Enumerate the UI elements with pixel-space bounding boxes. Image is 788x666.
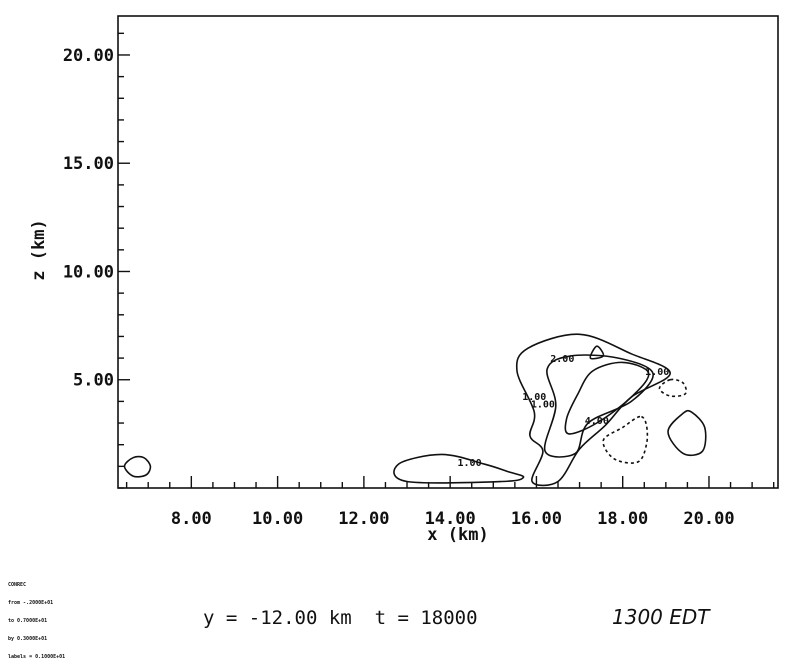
contour-label: 1.00 [522, 392, 546, 403]
legend-line: from -.2000E+01 [8, 600, 54, 606]
y-tick-label: 10.00 [63, 262, 114, 282]
legend-line: labels = 0.1000E+01 [8, 654, 66, 660]
x-tick-label: 10.00 [252, 509, 303, 529]
contour-labels: 1.002.001.001.004.001.00 [458, 354, 670, 469]
contour-label: 4.00 [585, 416, 609, 427]
y-axis-label: z (km) [29, 219, 49, 280]
x-tick-label: 8.00 [171, 509, 212, 529]
plot-caption: y = -12.00 km t = 18000 [203, 607, 478, 629]
y-axis-ticks: 5.00 10.00 15.00 20.00 [63, 32, 130, 489]
contour-line [589, 345, 605, 360]
negative-contour-line [658, 378, 687, 398]
x-tick-label: 16.00 [511, 509, 562, 529]
contour-line [543, 354, 654, 458]
time-annotation: 1300 EDT [612, 605, 711, 629]
contour-line [393, 453, 525, 484]
y-tick-label: 5.00 [73, 371, 114, 391]
negative-contour-line [602, 415, 649, 464]
legend-line: to 0.7000E+01 [8, 618, 48, 624]
contour-line [123, 455, 152, 478]
contour-figure: 8.00 10.00 12.00 14.00 16.00 18.00 20.00 5.00 1… [29, 15, 779, 629]
contour-label: 1.00 [458, 458, 482, 469]
x-tick-label: 12.00 [338, 509, 389, 529]
legend-line: CONREC [8, 582, 27, 588]
conrec-legend: CONREC from -.2000E+01 to 0.7000E+01 by … [8, 570, 65, 666]
contour-label: 2.00 [550, 354, 574, 365]
contour-line [667, 409, 707, 457]
plot-frame [117, 15, 779, 489]
contour-line [564, 361, 650, 435]
y-tick-label: 15.00 [63, 154, 114, 174]
x-axis-ticks: 8.00 10.00 12.00 14.00 16.00 18.00 20.00 [125, 476, 775, 529]
x-tick-label: 14.00 [425, 509, 476, 529]
y-tick-label: 20.00 [63, 46, 114, 66]
contour-line [515, 333, 672, 487]
x-axis-label: x (km) [427, 525, 488, 545]
x-tick-label: 20.00 [683, 509, 734, 529]
contour-lines [123, 333, 707, 487]
x-tick-label: 18.00 [597, 509, 648, 529]
legend-line: by 0.3000E+01 [8, 636, 48, 642]
contour-label: 1.00 [645, 367, 669, 378]
contour-label: 1.00 [531, 400, 555, 411]
